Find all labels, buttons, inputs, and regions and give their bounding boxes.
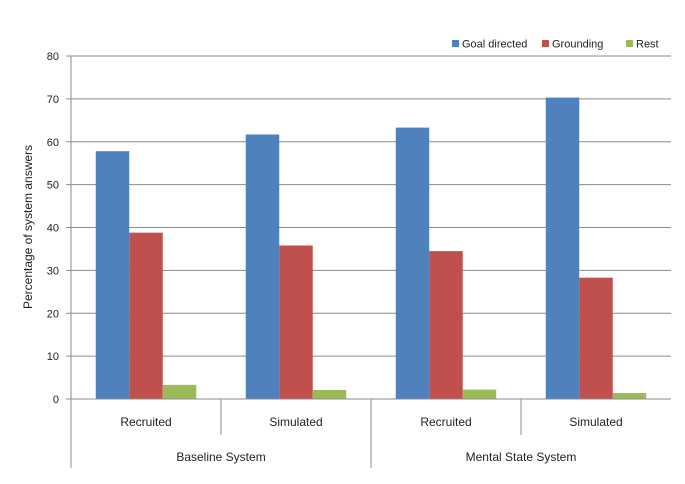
legend-swatch [626,40,633,47]
y-tick-label: 30 [47,265,59,277]
bar [245,134,280,399]
y-tick-label: 50 [47,180,59,192]
y-axis-title: Percentage of system answers [21,145,35,309]
bar [395,127,430,399]
bar [279,245,313,399]
bar [462,389,497,399]
x-category-label: Recruited [420,415,471,429]
legend-label: Rest [636,39,659,51]
x-category-label: Recruited [120,415,171,429]
bar [429,251,463,399]
bar [612,392,647,399]
y-tick-label: 0 [53,394,59,406]
y-tick-label: 60 [47,137,59,149]
x-category-label: Simulated [569,415,622,429]
bar [545,97,580,400]
legend: Goal directed Grounding Rest [452,39,659,51]
y-tick-label: 70 [47,94,59,106]
x-group-label: Baseline System [176,450,265,464]
bars-layer [95,97,647,400]
y-tick-label: 10 [47,351,59,363]
bar [162,384,197,399]
axis-layer: 0 10 20 30 40 50 60 70 80 Recruited Simulated Recru… [47,51,671,468]
legend-swatch [542,40,549,47]
y-tick-label: 40 [47,223,59,235]
legend-label: Goal directed [462,39,527,51]
legend-swatch [452,40,459,47]
y-tick-label: 80 [47,51,59,63]
x-category-label: Simulated [269,415,322,429]
bar [312,389,347,399]
y-tick-label: 20 [47,308,59,320]
bar [95,151,130,399]
legend-label: Grounding [552,39,603,51]
bar [129,232,163,399]
grid-layer [71,55,671,357]
bar [579,277,613,399]
x-group-label: Mental State System [466,450,577,464]
